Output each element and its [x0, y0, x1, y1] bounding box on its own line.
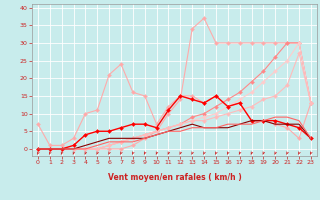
X-axis label: Vent moyen/en rafales ( km/h ): Vent moyen/en rafales ( km/h ) — [108, 174, 241, 183]
